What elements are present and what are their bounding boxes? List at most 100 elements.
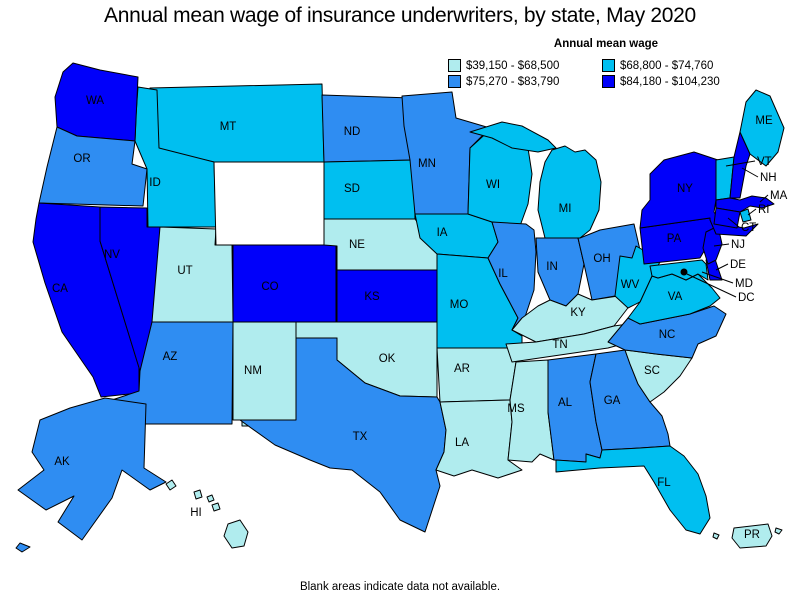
leader-line-nj (713, 243, 730, 247)
state-label-ut: UT (177, 265, 192, 277)
state-shape-hi (165, 479, 249, 549)
state-label-sd: SD (344, 183, 360, 195)
legend: Annual mean wage $39,150 - $68,500 $68,8… (448, 38, 764, 88)
legend-grid: $39,150 - $68,500 $68,800 - $74,760 $75,… (448, 59, 764, 88)
leader-line-ct (727, 217, 740, 228)
state-label-id: ID (149, 177, 161, 189)
state-label-ok: OK (379, 353, 396, 365)
state-label-de: DE (730, 259, 746, 271)
state-label-ca: CA (52, 283, 68, 295)
state-shape-ri (739, 208, 752, 223)
state-label-hi: HI (190, 507, 202, 519)
state-shape-sd (323, 159, 416, 220)
state-shape-mt (149, 83, 325, 163)
state-label-wv: WV (621, 279, 640, 291)
state-label-me: ME (755, 115, 773, 127)
state-label-az: AZ (163, 351, 178, 363)
legend-title: Annual mean wage (553, 38, 659, 50)
leader-line-ma (759, 194, 769, 203)
legend-label-c3: $75,270 - $83,790 (466, 75, 560, 88)
state-label-ms: MS (507, 403, 525, 415)
dc-dot (680, 268, 688, 276)
state-label-ga: GA (604, 395, 621, 407)
state-shape-mi (537, 145, 602, 239)
state-shape-nd (321, 94, 415, 163)
state-shape-me (739, 89, 785, 167)
state-label-ar: AR (454, 363, 470, 375)
state-label-mt: MT (220, 121, 237, 133)
state-label-vt: VT (757, 156, 772, 168)
legend-label-c4: $84,180 - $104,230 (620, 75, 720, 88)
state-label-ne: NE (349, 239, 365, 251)
state-shape-ny (639, 151, 759, 237)
leader-line-dc (686, 273, 737, 298)
leader-line-ri (747, 208, 757, 216)
state-label-oh: OH (593, 253, 610, 265)
legend-item: $39,150 - $68,500 (448, 59, 600, 72)
state-shape-nm (232, 321, 297, 427)
state-label-ma: MA (770, 190, 788, 202)
state-label-wi: WI (486, 179, 500, 191)
state-label-tx: TX (353, 431, 368, 443)
state-label-nv: NV (104, 249, 120, 261)
state-label-in: IN (546, 261, 558, 273)
leader-line-md (701, 271, 734, 284)
legend-swatch-c3 (448, 75, 461, 88)
leader-line-vt (725, 160, 756, 167)
state-label-tn: TN (552, 339, 567, 351)
legend-swatch-c4 (602, 75, 615, 88)
state-label-ia: IA (437, 227, 448, 239)
state-label-mi: MI (559, 203, 572, 215)
state-label-nd: ND (344, 126, 361, 138)
state-shape-wy (213, 161, 325, 246)
state-label-ak: AK (54, 456, 70, 468)
state-label-va: VA (668, 291, 683, 303)
state-label-mn: MN (418, 158, 436, 170)
legend-item: $68,800 - $74,760 (602, 59, 764, 72)
state-label-ct: CT (741, 222, 756, 234)
leader-line-nh (741, 167, 759, 178)
state-shape-mi-up (469, 121, 557, 153)
state-label-md: MD (735, 278, 753, 290)
state-shape-ks (336, 269, 438, 323)
state-label-ks: KS (364, 291, 380, 303)
state-shape-pr (712, 523, 783, 549)
state-label-mo: MO (450, 299, 469, 311)
state-shape-or (38, 126, 148, 207)
state-label-nc: NC (659, 329, 676, 341)
state-label-al: AL (558, 397, 573, 409)
state-shape-ak (15, 397, 167, 553)
legend-item: $84,180 - $104,230 (602, 75, 764, 88)
legend-label-c2: $68,800 - $74,760 (620, 59, 714, 72)
state-shape-co (232, 244, 337, 323)
footnote: Blank areas indicate data not available. (299, 581, 501, 593)
state-label-pa: PA (667, 233, 682, 245)
legend-label-c1: $39,150 - $68,500 (466, 59, 560, 72)
state-shape-tx (239, 337, 447, 533)
leader-line-de (715, 263, 729, 271)
state-label-wa: WA (86, 95, 104, 107)
state-label-or: OR (73, 153, 90, 165)
state-label-fl: FL (657, 477, 671, 489)
state-label-ky: KY (570, 307, 586, 319)
state-label-sc: SC (644, 365, 660, 377)
state-label-ri: RI (758, 204, 770, 216)
state-label-pr: PR (744, 529, 760, 541)
state-shape-ar (436, 347, 523, 403)
state-label-nm: NM (244, 365, 262, 377)
state-label-nj: NJ (731, 239, 745, 251)
legend-swatch-c1 (448, 59, 461, 72)
state-shape-md (649, 259, 709, 281)
state-label-la: LA (455, 437, 469, 449)
state-label-ny: NY (677, 183, 693, 195)
legend-swatch-c2 (602, 59, 615, 72)
page-title: Annual mean wage of insurance underwrite… (104, 4, 696, 27)
state-label-il: IL (498, 268, 508, 280)
state-label-co: CO (261, 281, 278, 293)
state-shape-fl (555, 445, 711, 535)
legend-item: $75,270 - $83,790 (448, 75, 600, 88)
state-label-nh: NH (760, 172, 777, 184)
state-label-dc: DC (738, 292, 755, 304)
